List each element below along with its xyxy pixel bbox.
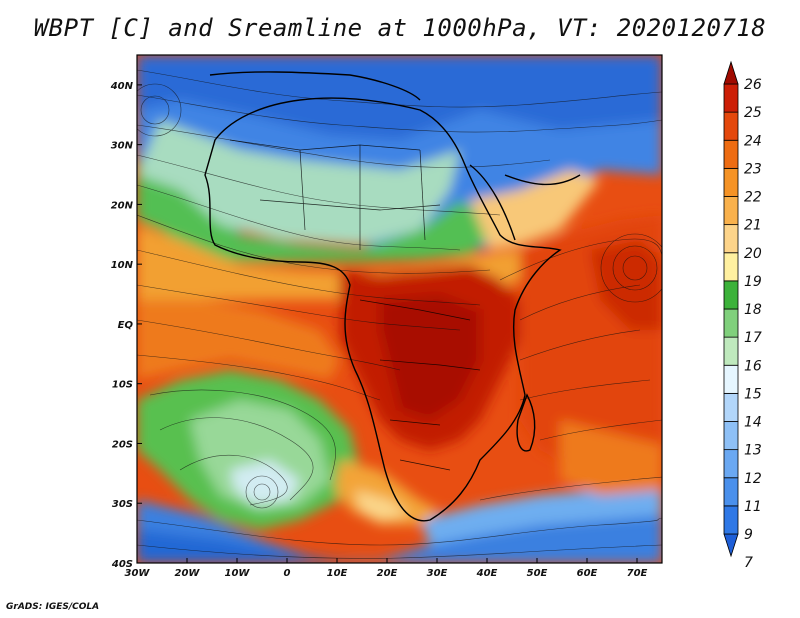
colorbar-label: 13 xyxy=(744,443,762,459)
credit-label: GrADS: IGES/COLA xyxy=(6,602,100,612)
colorbar-label: 20 xyxy=(744,246,762,262)
lat-tick-label: 20N xyxy=(111,200,134,211)
streamlines xyxy=(137,69,662,559)
colorbar-segment xyxy=(723,83,739,113)
lat-tick-label: 30S xyxy=(112,499,133,510)
temperature-field xyxy=(137,55,662,563)
colorbar-label: 19 xyxy=(744,274,762,290)
coastlines xyxy=(204,71,581,522)
colorbar-segment xyxy=(723,139,739,169)
colorbar-segment xyxy=(723,308,739,338)
longitude-axis: 30W 20W 10W 0 10E 20E 30E 40E 50E 60E 70E xyxy=(125,558,648,579)
lat-tick-label: 40S xyxy=(111,559,133,570)
lon-tick-label: 60E xyxy=(577,568,598,579)
map-title: WBPT [C] and Sreamline at 1000hPa, VT: 2… xyxy=(33,14,767,42)
colorbar-label: 12 xyxy=(744,471,762,487)
colorbar-label: 15 xyxy=(744,386,762,402)
colorbar-segment xyxy=(723,224,739,254)
colorbar-label: 25 xyxy=(744,105,762,121)
lon-tick-label: 20W xyxy=(175,568,201,579)
lat-tick-label: EQ xyxy=(118,320,134,331)
colorbar-segment xyxy=(723,280,739,310)
lon-tick-label: 10W xyxy=(225,568,251,579)
colorbar-label: 18 xyxy=(744,302,762,318)
colorbar-label: 9 xyxy=(744,527,753,543)
map-frame xyxy=(136,54,663,564)
lon-tick-label: 30E xyxy=(427,568,448,579)
lat-tick-label: 30N xyxy=(111,141,134,152)
lon-tick-label: 0 xyxy=(284,568,291,579)
lat-tick-label: 40N xyxy=(110,81,134,92)
lon-tick-label: 30W xyxy=(125,568,151,579)
lon-tick-label: 10E xyxy=(327,568,348,579)
lat-tick-label: 20S xyxy=(112,439,133,450)
colorbar-label: 16 xyxy=(744,358,762,374)
lon-tick-label: 50E xyxy=(527,568,548,579)
latitude-axis: 40N 30N 20N 10N EQ 10S 20S 30S 40S xyxy=(110,81,142,570)
colorbar-label: 26 xyxy=(744,77,762,93)
colorbar-label: 22 xyxy=(744,190,762,206)
colorbar-segment xyxy=(723,364,739,394)
colorbar-segment xyxy=(723,167,739,197)
colorbar-label: 7 xyxy=(744,555,753,571)
colorbar: 7 9 11 12 13 14 15 16 17 18 19 20 21 22 23 24 25 26 xyxy=(723,60,762,571)
lat-tick-label: 10N xyxy=(111,260,134,271)
colorbar-segment xyxy=(723,252,739,282)
colorbar-top-tip xyxy=(723,60,739,85)
country-borders xyxy=(229,139,481,471)
colorbar-segment xyxy=(723,477,739,507)
colorbar-label: 21 xyxy=(744,218,762,234)
lon-tick-label: 40E xyxy=(476,568,498,579)
colorbar-segment xyxy=(723,505,739,535)
colorbar-segment xyxy=(723,421,739,451)
lon-tick-label: 70E xyxy=(627,568,648,579)
colorbar-segment xyxy=(723,336,739,366)
colorbar-label: 17 xyxy=(744,330,762,346)
lon-tick-label: 20E xyxy=(377,568,398,579)
colorbar-label: 24 xyxy=(744,133,762,149)
colorbar-segment xyxy=(723,196,739,226)
colorbar-bottom-tip xyxy=(723,533,739,558)
colorbar-segment xyxy=(723,392,739,422)
colorbar-segment xyxy=(723,111,739,141)
lat-tick-label: 10S xyxy=(112,380,133,391)
colorbar-label: 23 xyxy=(744,161,762,177)
colorbar-label: 14 xyxy=(744,415,762,431)
colorbar-segment xyxy=(723,449,739,479)
colorbar-label: 11 xyxy=(744,499,762,515)
